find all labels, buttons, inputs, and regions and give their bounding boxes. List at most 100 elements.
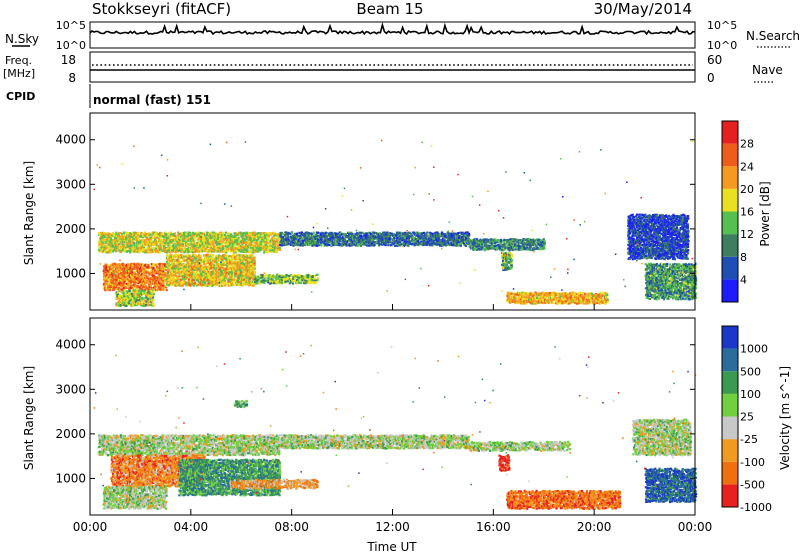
scatter-cell-0 <box>269 232 273 235</box>
scatter-cell-4 <box>218 262 221 265</box>
scatter-cell-2 <box>503 238 506 241</box>
scatter-cell-0 <box>245 233 248 236</box>
scatter-cell-4 <box>181 267 184 270</box>
scatter-cell-3 <box>156 289 159 292</box>
scatter-cell-1 <box>287 235 290 238</box>
scatter-cell-4 <box>177 255 180 258</box>
scatter-cell-0 <box>195 246 198 249</box>
scatter-cell-1 <box>438 235 441 238</box>
scatter-cell-0 <box>193 249 196 252</box>
scatter-cell-4 <box>206 266 210 269</box>
scatter-cell-2 <box>492 242 495 245</box>
scatter-cell-1 <box>436 241 439 244</box>
scatter-cell-2 <box>482 247 485 250</box>
scatter-cell-0 <box>227 232 230 235</box>
scatter-cell-0 <box>169 244 172 247</box>
scatter-cell-3 <box>105 267 108 270</box>
scatter-cell-4 <box>190 272 193 275</box>
scatter-cell-0 <box>126 243 129 246</box>
scatter-cell-4 <box>224 277 228 280</box>
scatter-cell-0 <box>110 242 113 245</box>
scatter-cell-3 <box>143 267 146 270</box>
scatter-cell-4 <box>192 284 195 287</box>
scatter-cell-2 <box>499 238 503 242</box>
scatter-cell-2 <box>518 247 521 250</box>
scatter-cell-2 <box>477 240 480 243</box>
scatter-cell-0 <box>249 233 252 236</box>
scatter-cell-0 <box>269 242 272 245</box>
scatter-cell-1 <box>464 231 467 234</box>
scatter-cell-0 <box>104 241 107 244</box>
scatter-cell-1 <box>437 243 440 246</box>
scatter-cell-4 <box>234 278 237 281</box>
scatter-cell-0 <box>143 244 146 247</box>
scatter-cell-1 <box>431 242 434 245</box>
scatter-cell-1 <box>333 234 336 237</box>
scatter-cell-0 <box>132 241 135 244</box>
scatter-cell-4 <box>224 255 228 258</box>
scatter-cell-1 <box>358 241 362 244</box>
scatter-cell-3 <box>113 262 116 265</box>
scatter-cell-2 <box>486 246 489 249</box>
scatter-cell-1 <box>429 233 432 236</box>
scatter-cell-4 <box>242 274 245 277</box>
nave-tick-top: 60 <box>707 53 722 67</box>
scatter-cell-2 <box>511 247 514 250</box>
scatter-cell-2 <box>543 240 546 243</box>
scatter-cell-0 <box>205 247 208 251</box>
scatter-cell-1 <box>363 234 366 237</box>
scatter-cell-2 <box>532 243 535 246</box>
scatter-cell-1 <box>395 244 398 247</box>
scatter-cell-1 <box>282 242 285 245</box>
scatter-cell-1 <box>366 232 369 235</box>
scatter-cell-0 <box>102 247 105 251</box>
scatter-cell-3 <box>143 271 147 274</box>
scatter-cell-3 <box>121 278 124 281</box>
scatter-cell-0 <box>246 250 249 253</box>
scatter-cell-2 <box>495 240 498 243</box>
scatter-cell-0 <box>136 233 139 236</box>
scatter-cell-0 <box>176 248 179 251</box>
scatter-cell-0 <box>133 243 137 246</box>
scatter-cell-4 <box>240 270 243 273</box>
scatter-cell-4 <box>213 261 216 264</box>
scatter-cell-0 <box>187 239 190 242</box>
scatter-cell-3 <box>139 270 142 273</box>
scatter-cell-4 <box>209 273 212 276</box>
scatter-cell-1 <box>338 231 341 234</box>
scatter-cell-2 <box>525 248 528 251</box>
scatter-cell-4 <box>219 284 222 287</box>
scatter-cell-0 <box>146 232 149 236</box>
scatter-cell-4 <box>214 267 217 270</box>
scatter-cell-0 <box>258 242 261 246</box>
scatter-cell-1 <box>399 238 402 241</box>
scatter-cell-1 <box>437 237 441 240</box>
scatter-cell-0 <box>125 249 128 252</box>
scatter-cell-4 <box>183 271 186 274</box>
scatter-cell-3 <box>160 272 163 275</box>
scatter-cell-3 <box>131 271 134 274</box>
scatter-cell-2 <box>516 239 519 242</box>
scatter-cell-0 <box>212 242 215 245</box>
scatter-cell-4 <box>247 265 250 268</box>
scatter-cell-1 <box>320 242 323 245</box>
scatter-cell-3 <box>121 276 124 279</box>
scatter-cell-0 <box>139 250 142 253</box>
scatter-cell-0 <box>223 234 226 237</box>
scatter-cell-4 <box>207 254 210 257</box>
scatter-cell-3 <box>114 284 117 287</box>
scatter-cell-1 <box>303 238 306 242</box>
scatter-cell-3 <box>147 267 150 270</box>
scatter-cell-0 <box>267 244 270 248</box>
scatter-cell-0 <box>140 242 144 245</box>
scatter-cell-0 <box>156 236 159 239</box>
scatter-cell-1 <box>322 239 325 242</box>
scatter-cell-1 <box>406 237 409 240</box>
nsearch-tick-bottom: 10^0 <box>707 39 737 52</box>
scatter-cell-0 <box>209 233 212 236</box>
scatter-cell-0 <box>240 236 243 239</box>
scatter-cell-1 <box>390 241 393 244</box>
scatter-cell-2 <box>517 244 520 247</box>
scatter-cell-1 <box>378 244 381 247</box>
scatter-cell-3 <box>160 263 163 266</box>
